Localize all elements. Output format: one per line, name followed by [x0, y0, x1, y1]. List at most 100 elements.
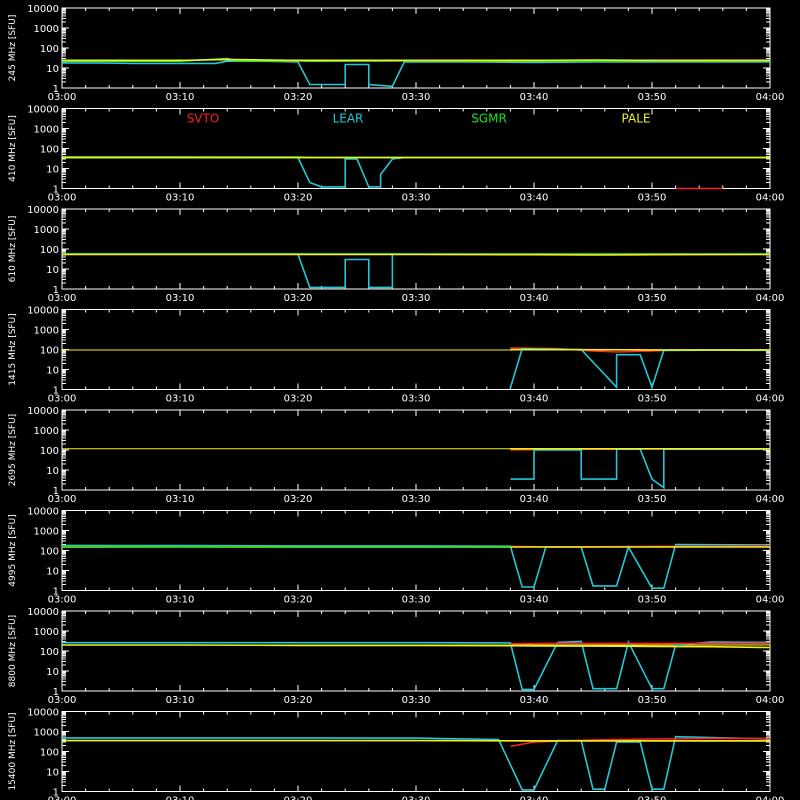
- x-tick-label: 04:00: [756, 595, 785, 606]
- x-tick-label: 03:40: [520, 595, 549, 606]
- x-tick-label: 03:40: [520, 695, 549, 706]
- legend-item-sgmr: SGMR: [471, 112, 507, 126]
- x-tick-label: 03:50: [638, 293, 667, 304]
- x-tick-label: 03:40: [520, 796, 549, 800]
- series-line-lear: [62, 60, 770, 88]
- y-tick-label: 1: [53, 788, 59, 799]
- y-tick-label: 10000: [27, 507, 59, 518]
- plot-frame: [61, 510, 771, 591]
- legend-item-svto: SVTO: [187, 112, 220, 126]
- x-tick-label: 03:40: [520, 494, 549, 505]
- y-tick-label: 1: [53, 185, 59, 196]
- y-tick-label: 10: [46, 366, 59, 377]
- x-tick-label: 03:50: [638, 796, 667, 800]
- x-tick-label: 04:00: [756, 695, 785, 706]
- x-tick-label: 03:30: [402, 796, 431, 800]
- plot-frame: [61, 711, 771, 792]
- x-tick-label: 03:10: [166, 193, 195, 204]
- panel: 1 10 100 1000 10000 03:00 03:10 03:20 03:30 03:40…: [8, 4, 784, 103]
- x-tick-label: 03:50: [638, 494, 667, 505]
- x-tick-label: 03:50: [638, 695, 667, 706]
- y-tick-label: 10000: [27, 708, 59, 719]
- x-tick-label: 03:10: [166, 92, 195, 103]
- x-tick-label: 03:50: [638, 595, 667, 606]
- y-tick-label: 10000: [27, 205, 59, 216]
- series-line-lear: [62, 639, 771, 691]
- y-tick-label: 10: [46, 64, 59, 75]
- y-axis-label: 1415 MHz [SFU]: [8, 313, 18, 385]
- y-tick-label: 10000: [27, 105, 59, 116]
- x-tick-label: 03:30: [402, 695, 431, 706]
- x-tick-label: 03:50: [638, 193, 667, 204]
- x-tick-label: 03:00: [48, 595, 77, 606]
- panel: 1 10 100 1000 10000 03:00 03:10 03:20 03:30 03:40…: [8, 306, 784, 405]
- y-tick-label: 1000: [34, 627, 59, 638]
- x-tick-label: 03:20: [284, 92, 313, 103]
- y-axis-label: 8800 MHz [SFU]: [8, 615, 18, 687]
- plot-frame: [61, 7, 771, 89]
- y-tick-label: 10: [46, 466, 59, 477]
- y-tick-label: 1000: [34, 125, 59, 136]
- series-line-pale: [62, 58, 770, 62]
- x-tick-label: 03:20: [284, 595, 313, 606]
- y-tick-label: 1: [53, 687, 59, 698]
- x-tick-label: 03:30: [402, 193, 431, 204]
- x-tick-label: 03:00: [48, 796, 77, 800]
- x-tick-label: 03:30: [402, 92, 431, 103]
- x-tick-label: 03:20: [284, 494, 313, 505]
- series-line-lear: [509, 347, 771, 390]
- y-tick-label: 100: [40, 245, 59, 256]
- x-tick-label: 03:30: [402, 293, 431, 304]
- plot-frame: [61, 108, 771, 189]
- series-line-lear: [62, 253, 770, 289]
- y-tick-label: 10: [46, 667, 59, 678]
- y-axis-label: 610 MHz [SFU]: [8, 216, 18, 283]
- y-tick-label: 1: [53, 486, 59, 497]
- legend-item-lear: LEAR: [333, 112, 364, 126]
- series-line-lear: [61, 156, 405, 188]
- y-tick-label: 1: [53, 285, 59, 296]
- y-axis-label: 15400 MHz [SFU]: [8, 712, 18, 790]
- x-tick-label: 04:00: [756, 494, 785, 505]
- x-tick-label: 03:10: [166, 394, 195, 405]
- x-tick-label: 03:10: [166, 796, 195, 800]
- y-tick-label: 10000: [27, 4, 59, 15]
- x-tick-label: 03:20: [284, 695, 313, 706]
- y-tick-label: 100: [40, 446, 59, 457]
- x-tick-label: 03:00: [48, 92, 77, 103]
- x-tick-label: 03:20: [284, 394, 313, 405]
- x-tick-label: 03:20: [284, 193, 313, 204]
- legend-item-pale: PALE: [622, 112, 651, 126]
- y-tick-label: 100: [40, 647, 59, 658]
- x-tick-label: 03:20: [284, 796, 313, 800]
- y-tick-label: 10000: [27, 306, 59, 317]
- x-tick-label: 03:10: [166, 293, 195, 304]
- x-tick-label: 03:20: [284, 293, 313, 304]
- x-tick-label: 04:00: [756, 193, 785, 204]
- panel: 1 10 100 1000 10000 03:00 03:10 03:20 03:30 03:40…: [8, 507, 784, 606]
- series-line-lear: [62, 735, 771, 791]
- x-tick-label: 03:10: [166, 494, 195, 505]
- y-tick-label: 100: [40, 145, 59, 156]
- y-tick-label: 1000: [34, 326, 59, 337]
- x-tick-label: 03:00: [48, 293, 77, 304]
- y-tick-label: 10000: [27, 607, 59, 618]
- x-tick-label: 03:10: [166, 695, 195, 706]
- panel: 1 10 100 1000 10000 03:00 03:10 03:20 03:30 03:40…: [8, 708, 784, 800]
- series-line-svto: [510, 737, 770, 748]
- series-line-sgmr: [61, 545, 511, 548]
- y-tick-label: 10: [46, 165, 59, 176]
- x-tick-label: 04:00: [756, 92, 785, 103]
- panel: 1 10 100 1000 10000 03:00 03:10 03:20 03:30 03:40…: [8, 205, 784, 304]
- x-tick-label: 03:30: [402, 595, 431, 606]
- x-tick-label: 03:30: [402, 394, 431, 405]
- y-tick-label: 100: [40, 547, 59, 558]
- y-tick-label: 10: [46, 567, 59, 578]
- y-tick-label: 1000: [34, 24, 59, 35]
- y-axis-label: 2695 MHz [SFU]: [8, 414, 18, 486]
- panel: 1 10 100 1000 10000 03:00 03:10 03:20 03:30 03:40…: [8, 406, 784, 505]
- plot-frame: [61, 208, 771, 290]
- y-tick-label: 10: [46, 768, 59, 779]
- y-tick-label: 1: [53, 84, 59, 95]
